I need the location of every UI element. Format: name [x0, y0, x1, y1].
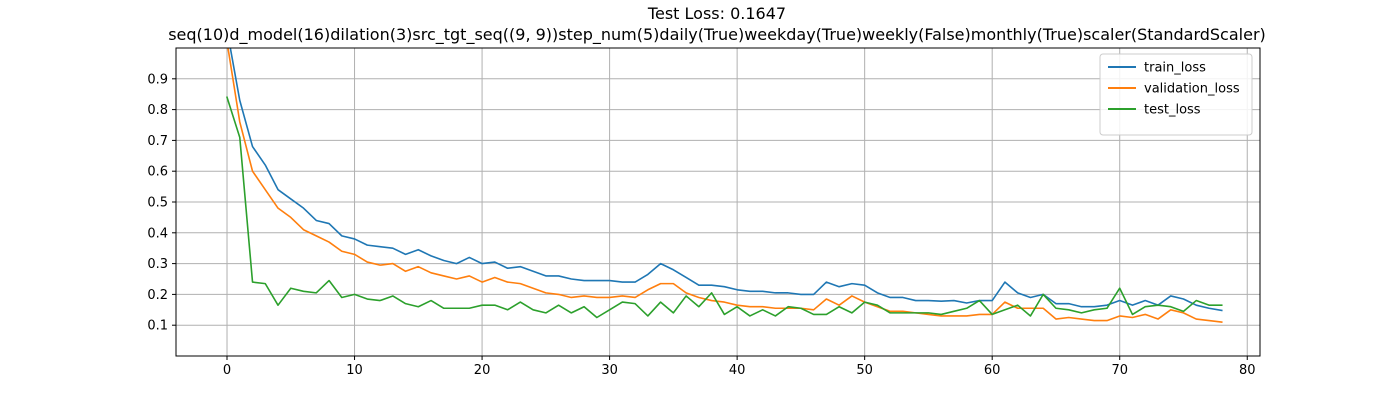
y-tick-label: 0.7: [147, 134, 168, 149]
legend: train_loss validation_loss test_loss: [1099, 53, 1253, 136]
plot-frame: [175, 47, 1261, 357]
legend-label: test_loss: [1144, 103, 1201, 118]
x-tick-label: 20: [474, 363, 491, 378]
y-tick-label: 0.8: [147, 103, 168, 118]
y-tick-label: 0.4: [147, 226, 168, 241]
x-tick-label: 50: [856, 363, 873, 378]
x-tick-label: 10: [346, 363, 363, 378]
x-tick-label: 60: [984, 363, 1001, 378]
legend-label: train_loss: [1144, 61, 1206, 76]
x-tick-label: 70: [1111, 363, 1128, 378]
x-tick-label: 80: [1239, 363, 1256, 378]
series-line-test-loss: [226, 96, 1223, 319]
chart-title: Test Loss: 0.1647: [647, 4, 786, 23]
series-line-validation-loss: [227, 48, 1223, 324]
y-tick-label: 0.1: [147, 319, 168, 334]
x-tick-label: 30: [601, 363, 618, 378]
series-line-train-loss: [229, 48, 1223, 312]
legend-label: validation_loss: [1144, 82, 1240, 97]
legend-box: [1099, 53, 1253, 136]
chart-subtitle: seq(10)d_model(16)dilation(3)src_tgt_seq…: [168, 25, 1266, 45]
y-tick-label: 0.3: [147, 257, 168, 272]
y-tick-label: 0.6: [147, 165, 168, 180]
y-tick-label: 0.9: [147, 72, 168, 87]
y-tick-label: 0.2: [147, 288, 168, 303]
y-tick-label: 0.5: [147, 196, 168, 211]
x-tick-label: 40: [729, 363, 746, 378]
x-tick-label: 0: [223, 363, 231, 378]
tick-layer: 0 10 20 30 40 50 60 70 80 0.1 0.2 0.3 0.4 0.5 0.6 0.7 0.…: [147, 72, 1255, 378]
series-layer: [226, 48, 1223, 324]
